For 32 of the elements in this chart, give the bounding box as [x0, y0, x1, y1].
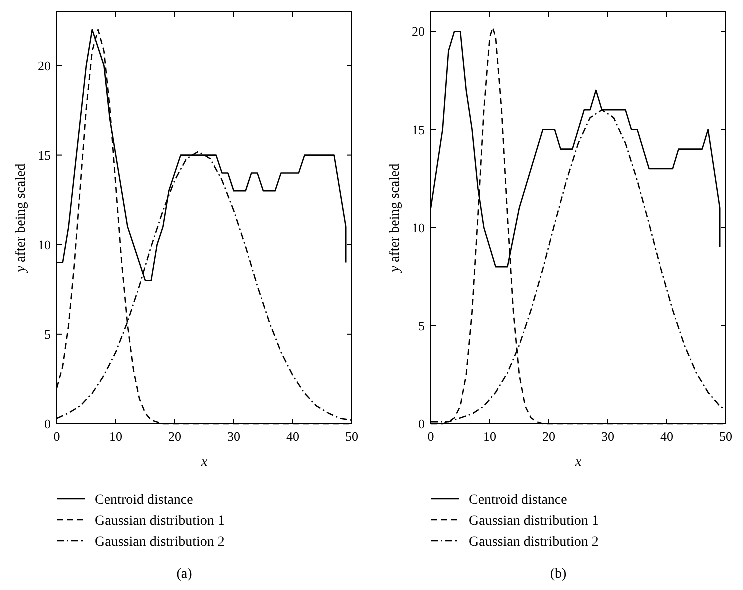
x-tick-label: 10: [484, 429, 496, 444]
text: (b): [550, 566, 567, 582]
x-tick-label: 20: [168, 429, 182, 444]
x-tick-label: 20: [542, 429, 556, 444]
y-tick-label: 5: [44, 326, 51, 342]
y-tick-label: 5: [418, 318, 425, 334]
legend-label: Gaussian distribution 1: [469, 514, 599, 529]
legend-label: Gaussian distribution 1: [95, 514, 225, 529]
y-tick-label: 15: [412, 122, 425, 138]
y-tick-label: 0: [44, 416, 51, 432]
x-axis-title: x: [200, 455, 208, 470]
x-tick-label: 40: [286, 429, 300, 444]
y-tick-label: 20: [412, 24, 425, 40]
x-tick-label: 10: [110, 429, 122, 444]
x-tick-label: 40: [660, 429, 674, 444]
y-tick-label: 10: [38, 237, 51, 252]
legend-label: Centroid distance: [95, 492, 194, 508]
y-tick-label: 20: [38, 58, 51, 74]
x-tick-label: 50: [346, 429, 358, 444]
legend-label: Gaussian distribution 2: [469, 534, 599, 550]
y-tick-label: 0: [418, 416, 425, 432]
x-tick-label: 30: [602, 429, 614, 444]
y-tick-label: 10: [412, 220, 425, 236]
x-tick-label: 30: [228, 429, 240, 444]
y-axis-title: y after being scaled: [388, 164, 403, 274]
x-axis-title: x: [574, 455, 582, 470]
legend-label: Gaussian distribution 2: [95, 534, 225, 550]
y-tick-label: 15: [38, 148, 51, 163]
y-axis-title: y after being scaled: [14, 164, 29, 274]
x-tick-label: 50: [720, 429, 732, 444]
legend-label: Centroid distance: [469, 492, 568, 508]
text: (a): [176, 566, 193, 582]
